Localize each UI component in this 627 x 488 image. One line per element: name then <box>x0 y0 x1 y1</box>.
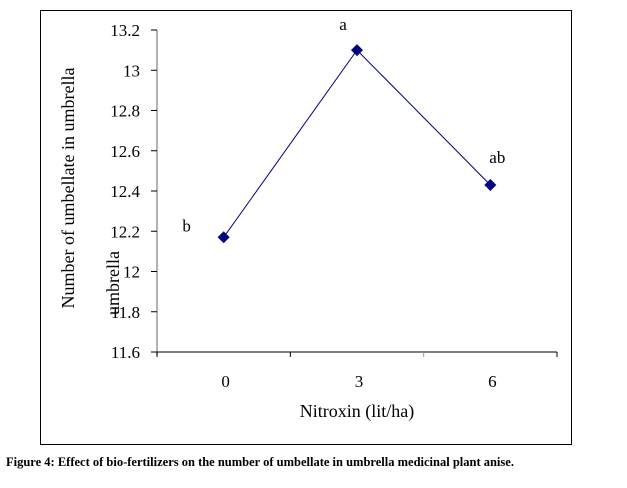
x-tick-label: 3 <box>355 372 364 391</box>
figure-caption: Figure 4: Effect of bio-fertilizers on t… <box>6 455 514 469</box>
y-tick-label: 12.6 <box>110 142 140 161</box>
annotations-group: b a ab <box>182 15 505 235</box>
y-tick-label: 11.8 <box>111 303 140 322</box>
y-tick-label: 11.6 <box>111 343 140 362</box>
series-line <box>223 49 491 238</box>
y-tick-label: 13.2 <box>110 21 140 40</box>
x-tick-label: 6 <box>488 372 497 391</box>
y-tick-label: 12 <box>123 263 140 282</box>
significance-letter: ab <box>489 148 505 167</box>
y-tick-label: 12.2 <box>110 222 140 241</box>
y-axis-title-overflow: umbrella <box>103 251 123 315</box>
y-axis: 11.6 11.8 12 12.2 12.4 12.6 12.8 13 13.2 <box>110 21 158 362</box>
y-tick-label: 12.4 <box>110 182 140 201</box>
series-group <box>217 44 497 244</box>
y-tick-label: 12.8 <box>110 102 140 121</box>
x-tick-label: 0 <box>221 372 230 391</box>
chart-frame <box>40 10 572 445</box>
data-point-marker <box>217 231 230 244</box>
y-tick-label: 13 <box>123 61 140 80</box>
x-axis-title: Nitroxin (lit/ha) <box>300 401 414 422</box>
significance-letter: a <box>339 15 347 34</box>
data-point-marker <box>351 44 363 57</box>
y-axis-title: Number of umbellate in umbrella <box>58 68 78 309</box>
significance-letter: b <box>182 216 191 235</box>
x-axis: 0 3 6 <box>151 351 558 391</box>
data-point-marker <box>484 178 497 191</box>
